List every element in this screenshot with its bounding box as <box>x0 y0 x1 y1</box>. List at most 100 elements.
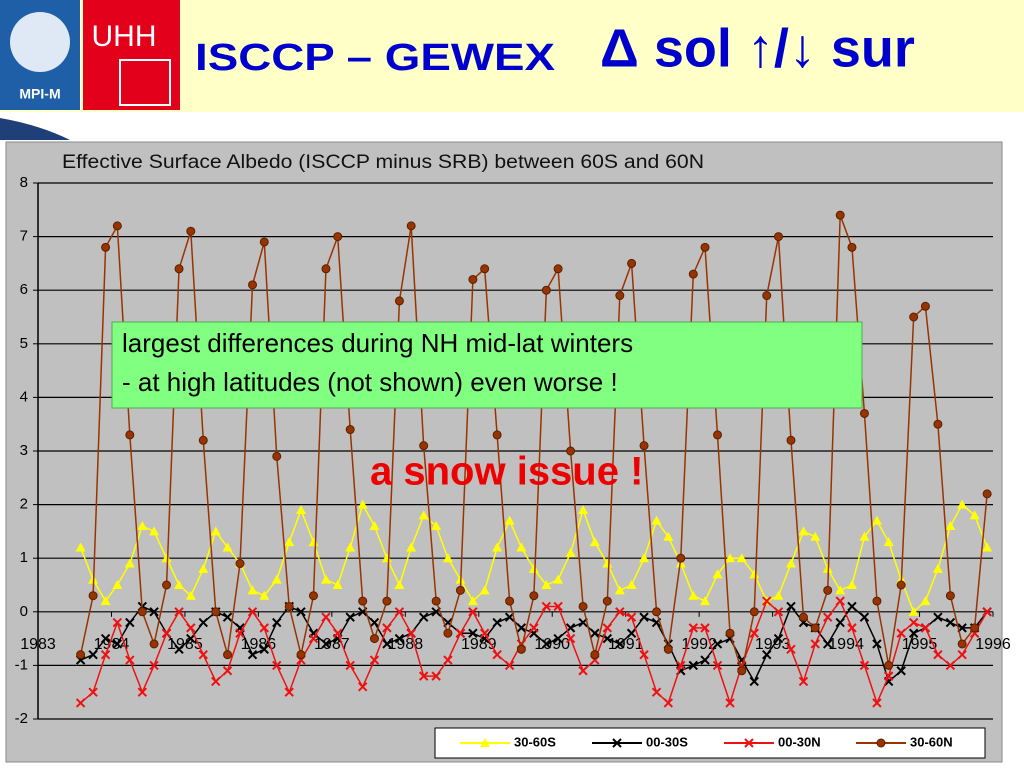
point <box>602 558 613 568</box>
point <box>652 607 662 617</box>
point <box>480 264 490 274</box>
uhh-logo <box>83 0 180 110</box>
point <box>112 639 123 649</box>
point <box>798 676 809 687</box>
point <box>725 553 736 563</box>
point <box>712 660 723 671</box>
point <box>418 671 429 681</box>
x-tick-label: 1988 <box>388 636 424 653</box>
point <box>933 649 943 660</box>
point <box>442 553 453 563</box>
point <box>835 617 845 628</box>
point <box>676 553 686 563</box>
annotation: - at high latitudes (not shown) even wor… <box>122 367 618 397</box>
point <box>186 633 196 644</box>
point <box>161 628 172 638</box>
point <box>198 435 208 445</box>
point <box>590 650 600 660</box>
point <box>369 655 380 665</box>
point <box>920 623 931 633</box>
point <box>798 526 809 536</box>
y-tick-label: -1 <box>15 656 28 673</box>
point <box>835 596 845 606</box>
point <box>847 242 857 252</box>
point <box>639 612 649 622</box>
point <box>762 649 772 660</box>
point <box>712 569 723 579</box>
point <box>345 612 355 622</box>
point <box>908 617 919 628</box>
point <box>468 607 478 617</box>
point <box>872 698 882 708</box>
point <box>345 542 356 552</box>
point <box>88 649 98 660</box>
point <box>847 623 857 633</box>
point <box>308 633 319 644</box>
y-tick-label: 4 <box>20 388 28 405</box>
point <box>308 591 318 601</box>
point <box>896 628 906 638</box>
point <box>516 644 526 654</box>
point <box>88 591 98 601</box>
point <box>589 537 600 547</box>
point <box>100 596 111 606</box>
point <box>211 607 221 617</box>
point <box>381 553 392 563</box>
point <box>174 644 184 655</box>
point <box>516 542 527 552</box>
point <box>284 687 294 697</box>
point <box>835 210 845 220</box>
point <box>565 633 576 644</box>
point <box>222 666 233 676</box>
point <box>786 644 796 655</box>
point <box>198 563 209 573</box>
point <box>920 596 931 606</box>
point <box>578 601 588 611</box>
point <box>749 607 759 617</box>
y-tick-label: 6 <box>20 281 28 298</box>
point <box>945 521 956 531</box>
point <box>810 623 820 633</box>
point <box>394 580 405 589</box>
point <box>100 633 111 644</box>
point <box>382 623 392 633</box>
point <box>149 607 159 617</box>
point <box>124 558 135 568</box>
point <box>321 612 331 622</box>
point <box>602 623 613 633</box>
x-tick-label: 1989 <box>461 636 497 653</box>
point <box>700 655 710 665</box>
x-tick-label: 1993 <box>755 636 791 653</box>
point <box>88 687 98 697</box>
point <box>614 585 625 595</box>
point <box>174 607 184 617</box>
point <box>369 521 380 531</box>
point <box>516 623 527 633</box>
point <box>688 623 698 633</box>
uhh-emblem <box>119 59 171 106</box>
point <box>626 580 637 589</box>
annotation: a snow issue ! <box>370 450 643 494</box>
point <box>222 542 233 552</box>
point <box>75 542 86 552</box>
point <box>369 634 379 644</box>
point <box>957 639 967 649</box>
point <box>161 553 172 563</box>
point <box>578 666 588 676</box>
point <box>541 285 551 295</box>
point <box>773 590 784 600</box>
point <box>676 660 686 671</box>
point <box>762 291 772 301</box>
x-tick-label: 1983 <box>20 636 56 653</box>
point <box>198 617 208 628</box>
point <box>615 291 625 301</box>
point <box>247 649 258 660</box>
point <box>479 628 490 638</box>
x-tick-label: 1986 <box>241 636 277 653</box>
x-tick-label: 1992 <box>681 636 717 653</box>
point <box>700 596 711 606</box>
point <box>823 639 833 649</box>
point <box>651 687 662 697</box>
point <box>162 580 172 590</box>
